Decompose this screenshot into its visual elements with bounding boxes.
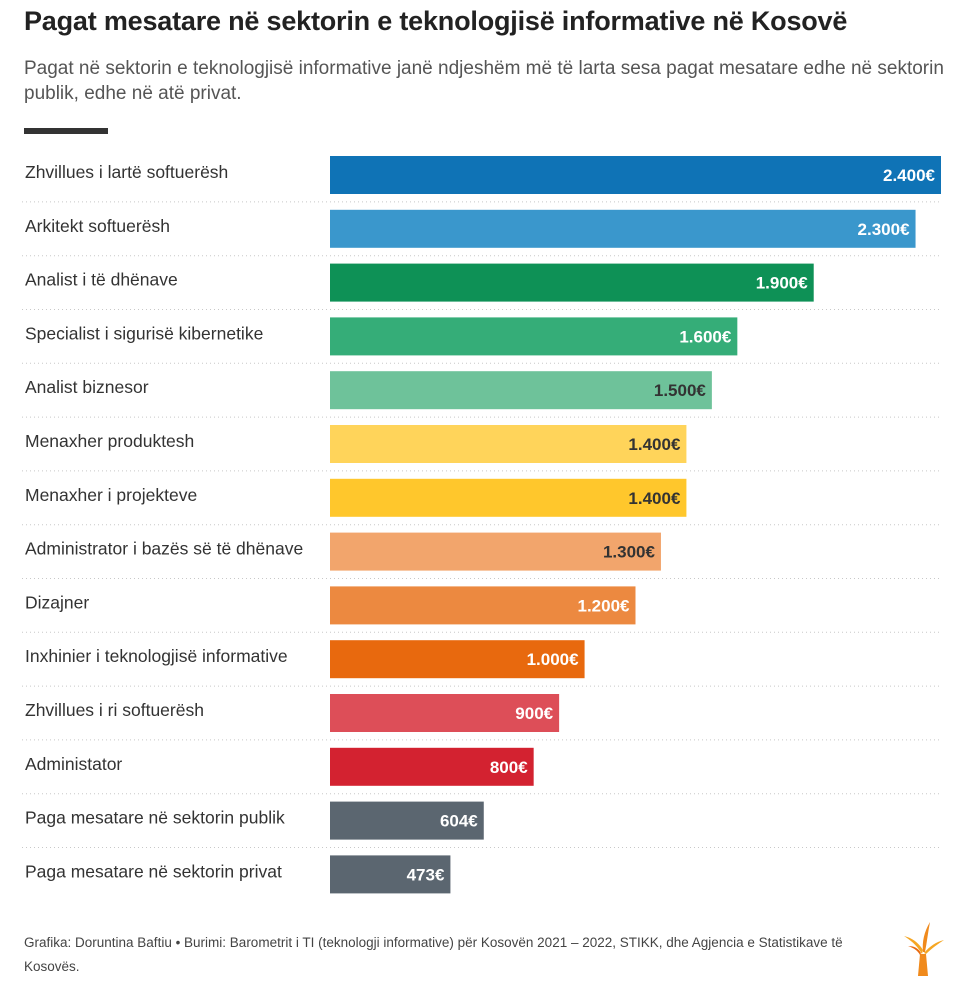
bar bbox=[330, 586, 636, 625]
category-label: Menaxher i projekteve bbox=[25, 485, 197, 505]
bar bbox=[330, 801, 484, 840]
value-label: 604€ bbox=[440, 812, 478, 831]
value-label: 900€ bbox=[515, 704, 553, 723]
value-label: 2.400€ bbox=[883, 166, 936, 185]
bar bbox=[330, 478, 687, 517]
chart-source-footer: Grafika: Doruntina Baftiu • Burimi: Baro… bbox=[24, 935, 843, 974]
value-label: 1.300€ bbox=[603, 543, 656, 562]
bar bbox=[330, 317, 738, 356]
category-label: Analist i të dhënave bbox=[25, 270, 178, 290]
bar bbox=[330, 425, 687, 463]
value-label: 2.300€ bbox=[858, 220, 911, 239]
chart-subtitle: Pagat në sektorin e teknologjisë informa… bbox=[24, 58, 944, 104]
category-label: Analist biznesor bbox=[25, 377, 149, 397]
bar bbox=[330, 156, 941, 194]
bar bbox=[330, 209, 916, 248]
value-label: 473€ bbox=[407, 865, 445, 884]
bar bbox=[330, 532, 661, 571]
chart-title: Pagat mesatare në sektorin e teknologjis… bbox=[24, 6, 848, 36]
value-label: 1.500€ bbox=[654, 381, 707, 400]
bar bbox=[330, 640, 585, 679]
value-label: 1.400€ bbox=[628, 435, 681, 454]
category-label: Zhvillues i lartë softuerësh bbox=[25, 162, 228, 182]
category-label: Administrator i bazës së të dhënave bbox=[25, 539, 303, 559]
category-label: Zhvillues i ri softuerësh bbox=[25, 700, 204, 720]
value-label: 1.900€ bbox=[756, 274, 809, 293]
bar bbox=[330, 694, 560, 732]
category-label: Dizajner bbox=[25, 592, 89, 612]
value-label: 1.400€ bbox=[628, 489, 681, 508]
value-label: 1.200€ bbox=[578, 596, 631, 615]
bar-chart: Zhvillues i lartë softuerësh 2.400€ Arkite… bbox=[22, 156, 942, 894]
bar bbox=[330, 855, 451, 894]
value-label: 1.000€ bbox=[527, 650, 580, 669]
value-label: 800€ bbox=[490, 758, 528, 777]
title-rule bbox=[24, 128, 108, 134]
value-label: 1.600€ bbox=[679, 327, 732, 346]
rfe-torch-logo-icon bbox=[904, 922, 944, 976]
category-label: Specialist i sigurisë kibernetike bbox=[25, 323, 263, 343]
category-label: Administator bbox=[25, 754, 122, 774]
bar bbox=[330, 371, 712, 410]
category-label: Arkitekt softuerësh bbox=[25, 216, 170, 236]
bar bbox=[330, 263, 814, 302]
category-label: Paga mesatare në sektorin privat bbox=[25, 861, 282, 881]
bar bbox=[330, 747, 534, 786]
category-label: Paga mesatare në sektorin publik bbox=[25, 808, 285, 828]
category-label: Inxhinier i teknologjisë informative bbox=[25, 646, 288, 666]
category-label: Menaxher produktesh bbox=[25, 431, 194, 451]
